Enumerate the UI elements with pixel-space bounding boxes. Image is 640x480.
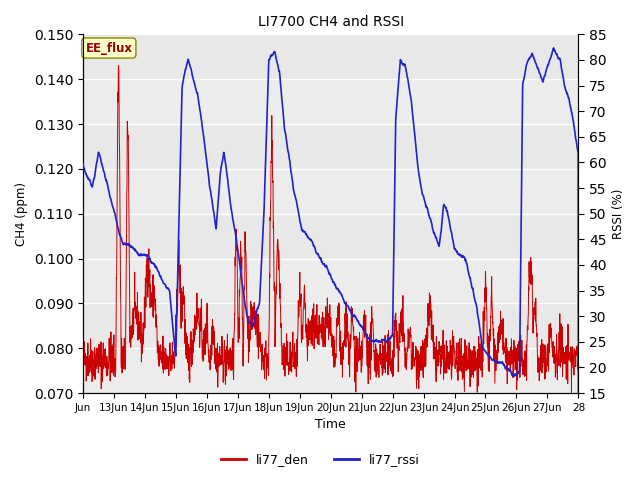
Bar [83, 259, 579, 303]
Title: LI7700 CH4 and RSSI: LI7700 CH4 and RSSI [257, 15, 404, 29]
Text: EE_flux: EE_flux [85, 41, 132, 55]
X-axis label: Time: Time [316, 419, 346, 432]
Bar [83, 169, 579, 214]
Y-axis label: CH4 (ppm): CH4 (ppm) [15, 182, 28, 246]
Bar [83, 348, 579, 393]
Y-axis label: RSSI (%): RSSI (%) [612, 189, 625, 239]
Bar [83, 79, 579, 124]
Legend: li77_den, li77_rssi: li77_den, li77_rssi [216, 448, 424, 471]
